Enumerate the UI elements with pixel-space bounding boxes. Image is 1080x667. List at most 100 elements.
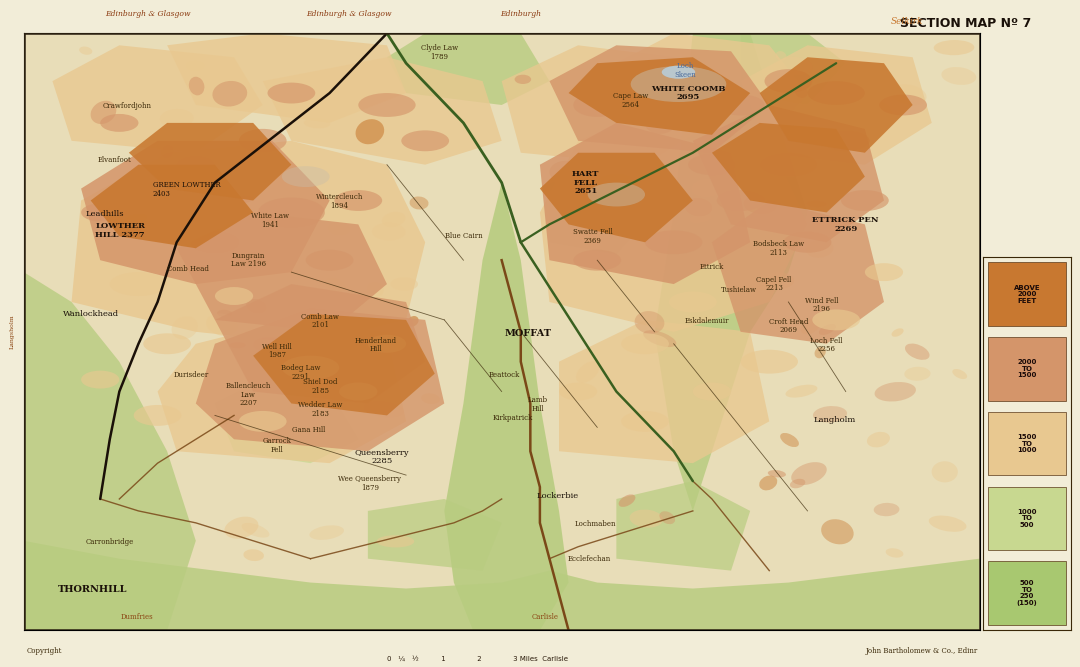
Ellipse shape [777,57,812,76]
Text: Gana Hill: Gana Hill [292,426,325,434]
Polygon shape [71,141,426,344]
Ellipse shape [168,191,200,211]
Bar [988,337,1066,401]
Ellipse shape [550,161,582,183]
Ellipse shape [768,470,786,478]
Ellipse shape [789,479,806,488]
Polygon shape [550,165,654,254]
Ellipse shape [822,130,869,151]
Ellipse shape [282,166,329,187]
Ellipse shape [359,93,416,117]
Ellipse shape [621,334,669,354]
Ellipse shape [785,385,818,398]
Polygon shape [158,320,406,463]
Text: Ballencleuch
Law
2207: Ballencleuch Law 2207 [226,382,271,407]
Ellipse shape [759,476,778,490]
Ellipse shape [328,222,350,235]
Text: Capel Fell
2213: Capel Fell 2213 [756,275,792,292]
Text: SECTION MAP Nº 7: SECTION MAP Nº 7 [900,17,1031,29]
Ellipse shape [780,433,799,447]
Text: Cape Law
2564: Cape Law 2564 [613,92,648,109]
Ellipse shape [953,369,968,379]
Ellipse shape [621,411,669,432]
Text: Tushielaw: Tushielaw [720,286,757,294]
Ellipse shape [364,402,404,417]
Ellipse shape [640,65,670,80]
Ellipse shape [283,346,313,362]
Polygon shape [387,33,550,105]
Ellipse shape [229,342,246,348]
Ellipse shape [409,197,429,209]
Ellipse shape [934,40,974,55]
Ellipse shape [382,211,405,227]
Text: Wedder Law
2183: Wedder Law 2183 [298,401,342,418]
Text: Croft Head
2069: Croft Head 2069 [769,317,808,334]
Text: Elvanfoot: Elvanfoot [97,156,132,164]
Ellipse shape [325,278,346,291]
Ellipse shape [110,272,167,296]
Ellipse shape [808,81,865,105]
Ellipse shape [391,277,418,291]
Ellipse shape [303,118,330,128]
Text: Garrock
Fell: Garrock Fell [262,437,292,454]
Ellipse shape [225,517,258,539]
Polygon shape [540,123,751,284]
Text: Eskdalemuir: Eskdalemuir [685,317,729,325]
Ellipse shape [932,462,958,482]
Ellipse shape [879,95,927,115]
Text: Copyright: Copyright [27,647,63,655]
Ellipse shape [239,129,286,153]
Ellipse shape [841,190,889,211]
Ellipse shape [717,95,765,115]
Ellipse shape [784,232,832,253]
Ellipse shape [186,61,204,71]
Ellipse shape [249,354,281,369]
Ellipse shape [177,155,215,173]
Polygon shape [550,45,769,153]
Ellipse shape [807,201,826,207]
Text: Edinburgh: Edinburgh [500,11,541,19]
Text: Bodsbeck Law
2113: Bodsbeck Law 2113 [753,240,805,257]
Text: Lockerbie: Lockerbie [536,492,578,500]
Ellipse shape [206,313,239,336]
Text: Clyde Law
1789: Clyde Law 1789 [421,44,458,61]
Polygon shape [741,45,932,165]
Ellipse shape [905,344,930,360]
Ellipse shape [890,84,927,105]
Text: Beattock: Beattock [489,371,521,379]
Text: 2000
TO
1500: 2000 TO 1500 [1017,360,1037,378]
Polygon shape [617,481,751,570]
Ellipse shape [886,548,904,558]
Ellipse shape [597,173,635,191]
Text: Durisdeer: Durisdeer [174,371,208,379]
Ellipse shape [309,526,345,540]
Polygon shape [24,541,980,630]
Text: Ecclefechan: Ecclefechan [568,555,611,563]
Ellipse shape [165,187,190,210]
Ellipse shape [306,249,353,271]
Ellipse shape [762,272,794,289]
Text: Henderland
Hill: Henderland Hill [354,337,396,354]
Ellipse shape [144,334,191,354]
Polygon shape [741,33,846,105]
Ellipse shape [335,190,382,211]
Ellipse shape [795,86,808,98]
Ellipse shape [635,311,664,334]
Ellipse shape [607,82,624,97]
Ellipse shape [239,411,286,432]
Polygon shape [368,499,501,570]
Ellipse shape [904,367,931,381]
Ellipse shape [942,67,976,85]
Ellipse shape [172,316,198,340]
Ellipse shape [81,203,120,221]
Text: Comb Head: Comb Head [167,265,210,273]
Ellipse shape [367,283,383,297]
Ellipse shape [891,328,904,337]
Ellipse shape [690,214,712,223]
Ellipse shape [282,356,339,380]
Ellipse shape [588,183,645,207]
Ellipse shape [402,130,449,151]
Polygon shape [91,165,253,248]
Ellipse shape [514,75,531,84]
Ellipse shape [576,362,599,383]
